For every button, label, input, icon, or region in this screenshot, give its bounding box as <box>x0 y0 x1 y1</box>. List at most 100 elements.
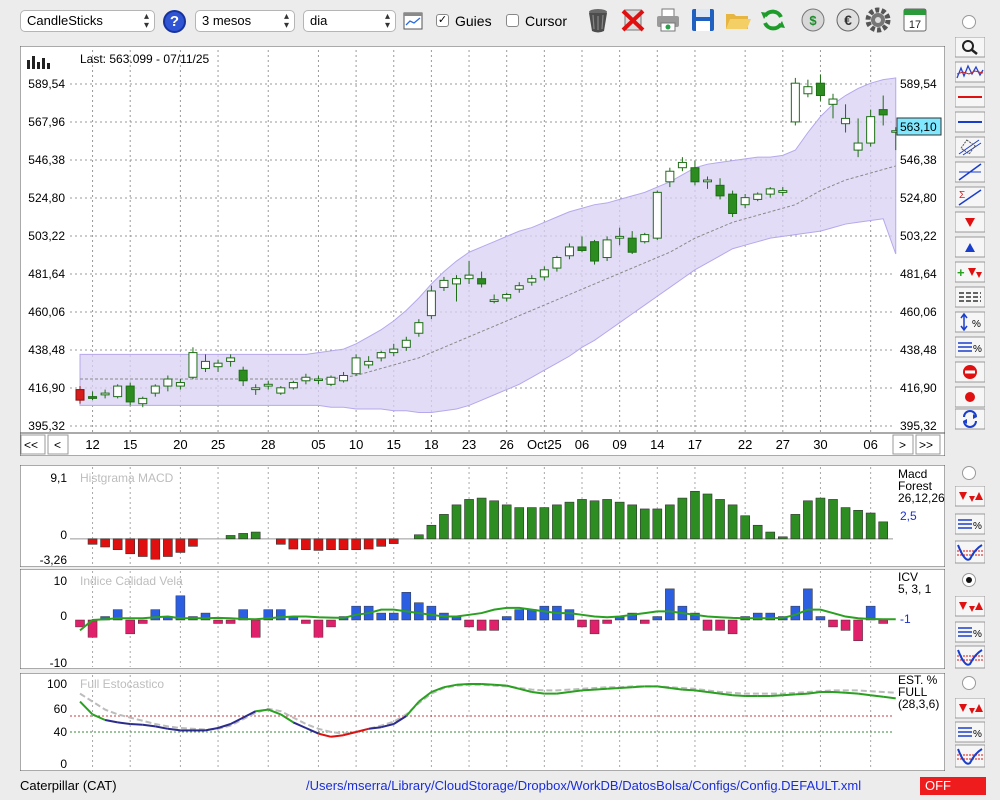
nav-last-button[interactable] <box>915 434 941 455</box>
nav-first-button[interactable] <box>20 434 46 455</box>
macd-bar <box>752 524 763 540</box>
fibonacci-icon[interactable]: Σ <box>955 186 985 208</box>
cursor-checkbox[interactable] <box>506 14 519 27</box>
calendar-icon[interactable]: 17 <box>901 6 929 34</box>
horizontal-line-blue-icon[interactable] <box>955 111 985 133</box>
horizontal-line-red-icon[interactable] <box>955 86 985 108</box>
levels-icon[interactable] <box>955 286 985 308</box>
signals-icon[interactable]: + <box>955 261 985 283</box>
candle-body <box>878 109 888 116</box>
price-tick-label: 503,22 <box>900 229 937 243</box>
nav-prev-button[interactable] <box>47 434 69 455</box>
date-tick-label: 27 <box>776 437 790 452</box>
macd-bar <box>564 501 575 540</box>
macd-bar <box>313 538 324 551</box>
candle-body <box>175 382 185 387</box>
no-entry-icon[interactable] <box>955 361 985 383</box>
stoch-legend-params: (28,3,6) <box>898 697 939 711</box>
macd-bar <box>338 538 349 551</box>
status-badge[interactable]: OFF <box>920 777 986 795</box>
macd-panel-radio[interactable] <box>962 466 976 480</box>
icv-bar <box>301 619 311 624</box>
candle-body <box>828 98 838 105</box>
price-tick-label: 481,64 <box>900 267 937 281</box>
price-tick-label: 589,54 <box>900 77 937 91</box>
stochastic-panel[interactable]: Full Estocastico 100 60 40 0 EST. % FULL… <box>20 673 945 771</box>
icv-panel[interactable]: Indice Calidad Vela 10 0 -10 ICV 5, 3, 1… <box>20 569 945 669</box>
candle-body <box>263 383 273 387</box>
sell-arrow-icon[interactable] <box>955 211 985 233</box>
printer-icon[interactable] <box>654 6 682 34</box>
candle <box>627 231 637 254</box>
bollinger-middle-line <box>80 165 896 380</box>
svg-text:€: € <box>844 12 852 28</box>
signals-arrows-icon[interactable] <box>955 698 985 719</box>
candle <box>753 192 763 202</box>
record-icon[interactable] <box>955 386 985 408</box>
percent-lines-icon[interactable]: % <box>955 336 985 358</box>
delete-icon[interactable] <box>619 6 647 34</box>
bollinger-band-area <box>79 77 897 413</box>
oscillator-icon[interactable] <box>955 540 985 564</box>
icv-bar <box>702 619 713 631</box>
signals-arrows-icon[interactable] <box>955 486 985 507</box>
period-select[interactable]: 3 mesos ▴ ▾ <box>195 10 295 32</box>
help-button[interactable]: ? <box>163 10 186 33</box>
trash-icon[interactable] <box>584 6 612 34</box>
percent-lines-icon[interactable]: % <box>955 721 985 743</box>
buy-arrow-icon[interactable] <box>955 236 985 258</box>
icv-panel-radio[interactable] <box>962 573 976 587</box>
candle-body <box>414 322 424 334</box>
candle-body <box>652 191 662 239</box>
stochastic-k-segment <box>130 723 143 726</box>
svg-text:+: + <box>957 265 965 280</box>
sync-icon[interactable] <box>955 408 985 430</box>
macd-bar <box>878 521 889 540</box>
candle <box>125 382 135 406</box>
date-tick-label: 23 <box>462 437 476 452</box>
save-icon[interactable] <box>689 6 717 34</box>
macd-panel[interactable]: Histgrama MACD 9,1 0 -3,26 Macd Forest 2… <box>20 465 945 567</box>
icv-bar <box>489 619 499 631</box>
candle-body <box>201 360 210 369</box>
dollar-refresh-icon[interactable]: $ <box>799 6 827 34</box>
candle <box>163 375 173 392</box>
candle-body <box>640 234 650 243</box>
stochastic-k-segment <box>443 683 457 689</box>
macd-bar <box>326 538 336 551</box>
channel-icon[interactable] <box>955 136 985 158</box>
nav-next-button[interactable] <box>892 434 914 455</box>
candle-body <box>841 117 851 125</box>
gear-icon[interactable] <box>864 6 892 34</box>
candle <box>765 187 775 198</box>
candle <box>803 79 813 98</box>
chart-type-select[interactable]: CandleSticks ▴ ▾ <box>20 10 155 32</box>
percent-range-icon[interactable]: % <box>955 311 985 333</box>
config-path-link[interactable]: /Users/mserra/Library/CloudStorage/Dropb… <box>306 778 862 793</box>
refresh-icon[interactable] <box>759 6 787 34</box>
chart-window-icon[interactable] <box>403 11 423 31</box>
macd-bar <box>677 497 688 540</box>
candle <box>113 384 123 399</box>
stochastic-k-segment <box>230 716 244 725</box>
trend-line-icon[interactable] <box>955 161 985 183</box>
stochastic-panel-radio[interactable] <box>962 676 976 690</box>
guides-checkbox[interactable]: ✓ <box>436 14 449 27</box>
price-chart[interactable]: 589,54 567,96 546,38 524,80 503,22 481,64 460,… <box>20 46 945 456</box>
percent-lines-icon[interactable]: % <box>955 621 985 643</box>
overlay-chart-icon[interactable] <box>955 61 985 83</box>
percent-lines-icon[interactable]: % <box>955 513 985 535</box>
main-panel-radio[interactable] <box>962 15 976 29</box>
signals-arrows-icon[interactable] <box>955 596 985 617</box>
macd-bar <box>853 510 863 540</box>
zoom-icon[interactable] <box>955 37 985 58</box>
open-folder-icon[interactable] <box>724 6 752 34</box>
candle <box>527 275 537 286</box>
interval-select[interactable]: dia ▴ ▾ <box>303 10 396 32</box>
euro-icon[interactable]: € <box>834 6 862 34</box>
oscillator-icon[interactable] <box>955 645 985 669</box>
icv-bar <box>627 612 637 621</box>
oscillator-icon[interactable] <box>955 744 985 768</box>
candle <box>740 194 750 209</box>
icv-bar <box>75 619 85 628</box>
